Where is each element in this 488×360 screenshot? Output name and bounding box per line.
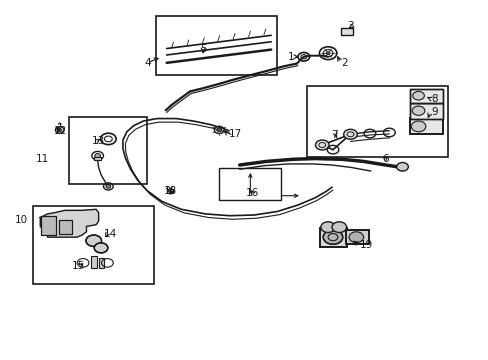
Circle shape [320,222,335,233]
Bar [156,16,276,75]
Text: 6: 6 [382,154,388,164]
Bar [33,206,153,284]
Bar [345,230,368,244]
Circle shape [94,243,108,253]
Text: 14: 14 [103,229,117,239]
Bar [306,86,447,157]
Bar [409,103,442,118]
Text: 13: 13 [91,136,104,147]
Bar [409,118,442,134]
Circle shape [396,162,407,171]
Circle shape [414,94,422,100]
Text: 5: 5 [200,44,206,54]
Circle shape [331,222,346,233]
Circle shape [58,129,61,131]
Circle shape [325,52,329,55]
Bar [409,89,442,103]
Bar [409,103,442,118]
Text: 18: 18 [163,186,177,197]
Text: 10: 10 [15,215,28,225]
Text: 9: 9 [431,107,437,117]
Bar [99,258,104,268]
Bar [91,256,97,268]
Bar [409,118,442,134]
Bar [319,228,346,247]
Bar [94,157,101,160]
Circle shape [343,129,357,139]
Text: 4: 4 [144,58,151,68]
Text: 8: 8 [431,94,437,104]
Bar [59,220,72,234]
Text: 1: 1 [287,52,293,62]
Bar [41,216,56,235]
Circle shape [411,106,424,115]
Text: 12: 12 [54,126,67,136]
Text: 19: 19 [360,240,373,250]
Circle shape [95,154,101,158]
Text: 15: 15 [71,261,84,271]
Text: 11: 11 [35,154,49,164]
Bar [59,220,72,234]
Text: 3: 3 [346,21,353,31]
Circle shape [412,91,424,100]
Bar [319,228,346,247]
Bar [345,230,368,244]
Polygon shape [40,209,99,237]
Bar [69,117,147,184]
Bar [340,28,353,35]
Text: 2: 2 [341,58,347,68]
Circle shape [216,128,221,132]
Circle shape [410,121,425,132]
Text: 17: 17 [228,129,242,139]
Circle shape [86,235,102,247]
Bar [41,216,56,235]
Circle shape [323,230,342,244]
Circle shape [315,140,328,150]
Bar [219,168,281,200]
Circle shape [106,185,111,188]
Circle shape [348,232,363,243]
Text: 7: 7 [330,130,337,140]
Bar [409,89,442,103]
Text: 16: 16 [245,188,258,198]
